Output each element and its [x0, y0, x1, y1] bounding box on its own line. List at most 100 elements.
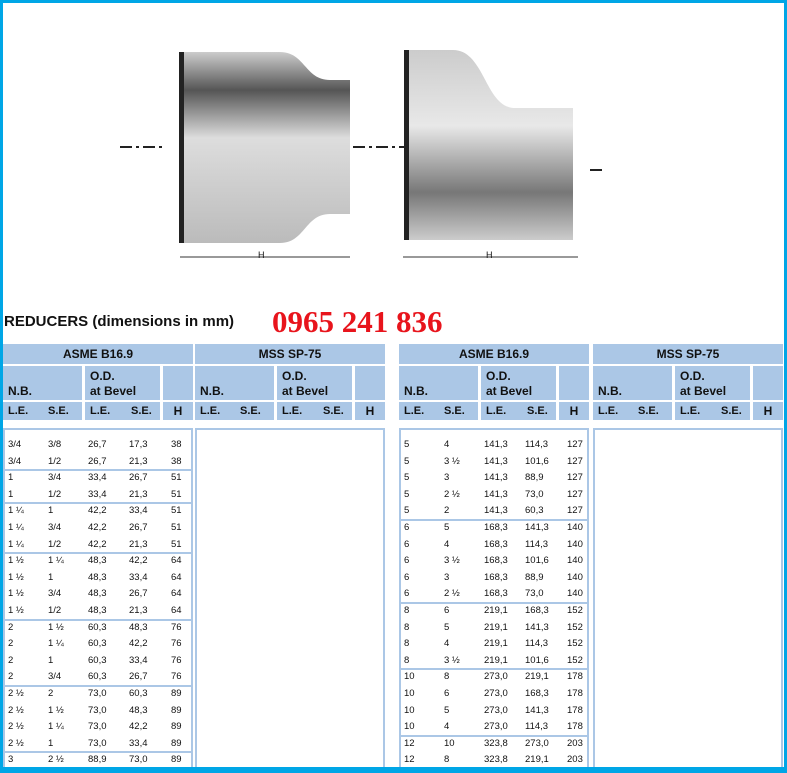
- h-cell: 89: [171, 754, 182, 766]
- od-le-cell: 48,3: [88, 555, 107, 567]
- h-cell: 152: [567, 621, 583, 633]
- table-row: 1 3/4 33,4 26,7 51: [3, 470, 193, 487]
- nb-se-cell: 4: [444, 638, 450, 650]
- table-row: 12 8 323,8 219,1 203: [399, 752, 589, 769]
- h-cell: 140: [567, 571, 583, 583]
- nb-se-cell: 4: [444, 439, 450, 450]
- table-row: 6 5 168,3 141,3 140: [399, 520, 589, 537]
- table-row: 5 2 ½ 141,3 73,0 127: [399, 487, 589, 504]
- nb-se-cell: 1/2: [48, 488, 62, 500]
- h-header-spacer: [753, 366, 783, 400]
- se-sub-header: S.E.: [48, 405, 69, 417]
- table-row: 8 3 ½ 219,1 101,6 152: [399, 653, 589, 670]
- table-row: 1 ½ 3/4 48,3 26,7 64: [3, 586, 193, 603]
- od-se-cell: 42,2: [129, 638, 148, 650]
- nb-se-cell: 2: [444, 505, 450, 517]
- od-se-cell: 101,6: [525, 654, 549, 666]
- nb-se-cell: 5: [444, 522, 450, 533]
- od-se-cell: 101,6: [525, 455, 549, 467]
- se-sub-header: S.E.: [240, 405, 261, 417]
- od-le-cell: 73,0: [88, 704, 107, 716]
- od-le-cell: 273,0: [484, 671, 508, 683]
- h-header-spacer: [559, 366, 589, 400]
- od-le-cell: 33,4: [88, 488, 107, 500]
- od-le-cell: 168,3: [484, 522, 508, 533]
- od-se-cell: 273,0: [525, 737, 549, 749]
- od-le-cell: 141,3: [484, 472, 508, 484]
- nb-le-cell: 6: [404, 571, 410, 583]
- nb-se-cell: 4: [444, 538, 450, 550]
- h-cell: 203: [567, 754, 583, 766]
- group-divider: [3, 552, 193, 555]
- table-row: 8 5 219,1 141,3 152: [399, 620, 589, 637]
- table-row: 1 1/2 33,4 21,3 51: [3, 487, 193, 504]
- od-le-cell: 273,0: [484, 721, 508, 733]
- nb-se-cell: 2 ½: [444, 488, 460, 500]
- nb-le-cell: 6: [404, 555, 410, 567]
- h-cell: 152: [567, 654, 583, 666]
- h-cell: 64: [171, 588, 182, 600]
- le-sub-header: L.E.: [200, 405, 221, 417]
- nb-le-cell: 2: [8, 654, 14, 666]
- od-sub-header: [481, 402, 556, 420]
- se-sub-header: S.E.: [721, 405, 742, 417]
- nb-le-cell: 1 ½: [8, 605, 24, 616]
- nb-se-cell: 4: [444, 721, 450, 733]
- se-sub-header: S.E.: [131, 405, 152, 417]
- h-header-spacer: [163, 366, 193, 400]
- nb-le-cell: 1 ½: [8, 588, 24, 600]
- od-le-cell: 323,8: [484, 754, 508, 766]
- nb-se-cell: 6: [444, 605, 450, 616]
- h-cell: 140: [567, 538, 583, 550]
- dimension-label-h: H: [258, 250, 265, 260]
- od-se-cell: 168,3: [525, 688, 549, 699]
- od-le-cell: 60,3: [88, 654, 107, 666]
- group-divider: [3, 618, 193, 621]
- nb-se-cell: 3 ½: [444, 555, 460, 567]
- od-sub-header: [675, 402, 750, 420]
- od-le-cell: 168,3: [484, 571, 508, 583]
- h-cell: 64: [171, 605, 182, 616]
- nb-se-cell: 1/2: [48, 538, 62, 550]
- h-header-spacer: [355, 366, 385, 400]
- od-se-cell: 21,3: [129, 605, 148, 616]
- table-row: 6 4 168,3 114,3 140: [399, 537, 589, 554]
- od-se-cell: 33,4: [129, 571, 148, 583]
- nb-le-cell: 8: [404, 605, 410, 616]
- nb-le-cell: 10: [404, 688, 415, 699]
- h-cell: 152: [567, 605, 583, 616]
- od-le-cell: 60,3: [88, 621, 107, 633]
- nb-se-cell: 2 ½: [444, 588, 460, 600]
- nb-se-cell: 3/4: [48, 588, 62, 600]
- nb-se-cell: 3: [444, 571, 450, 583]
- nb-se-cell: 8: [444, 754, 450, 766]
- nb-sub-header: [195, 402, 274, 420]
- h-cell: 127: [567, 439, 583, 450]
- nb-le-cell: 2 ½: [8, 737, 24, 749]
- od-le-cell: 60,3: [88, 671, 107, 683]
- h-cell: 140: [567, 555, 583, 567]
- nb-header: N.B.: [593, 366, 672, 400]
- table-row: 2 3/4 60,3 26,7 76: [3, 669, 193, 686]
- od-header-line1: O.D.: [675, 366, 750, 400]
- h-cell: 51: [171, 505, 182, 517]
- od-se-cell: 33,4: [129, 654, 148, 666]
- h-sub-header: H: [355, 402, 385, 420]
- h-cell: 64: [171, 571, 182, 583]
- nb-se-cell: 1/2: [48, 605, 62, 616]
- table-row: 2 1 60,3 33,4 76: [3, 653, 193, 670]
- od-se-cell: 141,3: [525, 704, 549, 716]
- table-row: 10 6 273,0 168,3 178: [399, 686, 589, 703]
- section-title: REDUCERS (dimensions in mm): [4, 313, 235, 330]
- od-se-cell: 114,3: [525, 638, 549, 650]
- nb-le-cell: 2: [8, 621, 14, 633]
- nb-le-cell: 6: [404, 538, 410, 550]
- od-le-cell: 141,3: [484, 488, 508, 500]
- od-le-cell: 141,3: [484, 505, 508, 517]
- mss-standard-header: MSS SP-75: [593, 344, 783, 364]
- od-se-cell: 26,7: [129, 472, 148, 484]
- od-sub-header: [85, 402, 160, 420]
- od-se-cell: 48,3: [129, 621, 148, 633]
- se-sub-header: S.E.: [444, 405, 465, 417]
- nb-se-cell: 3/8: [48, 439, 62, 450]
